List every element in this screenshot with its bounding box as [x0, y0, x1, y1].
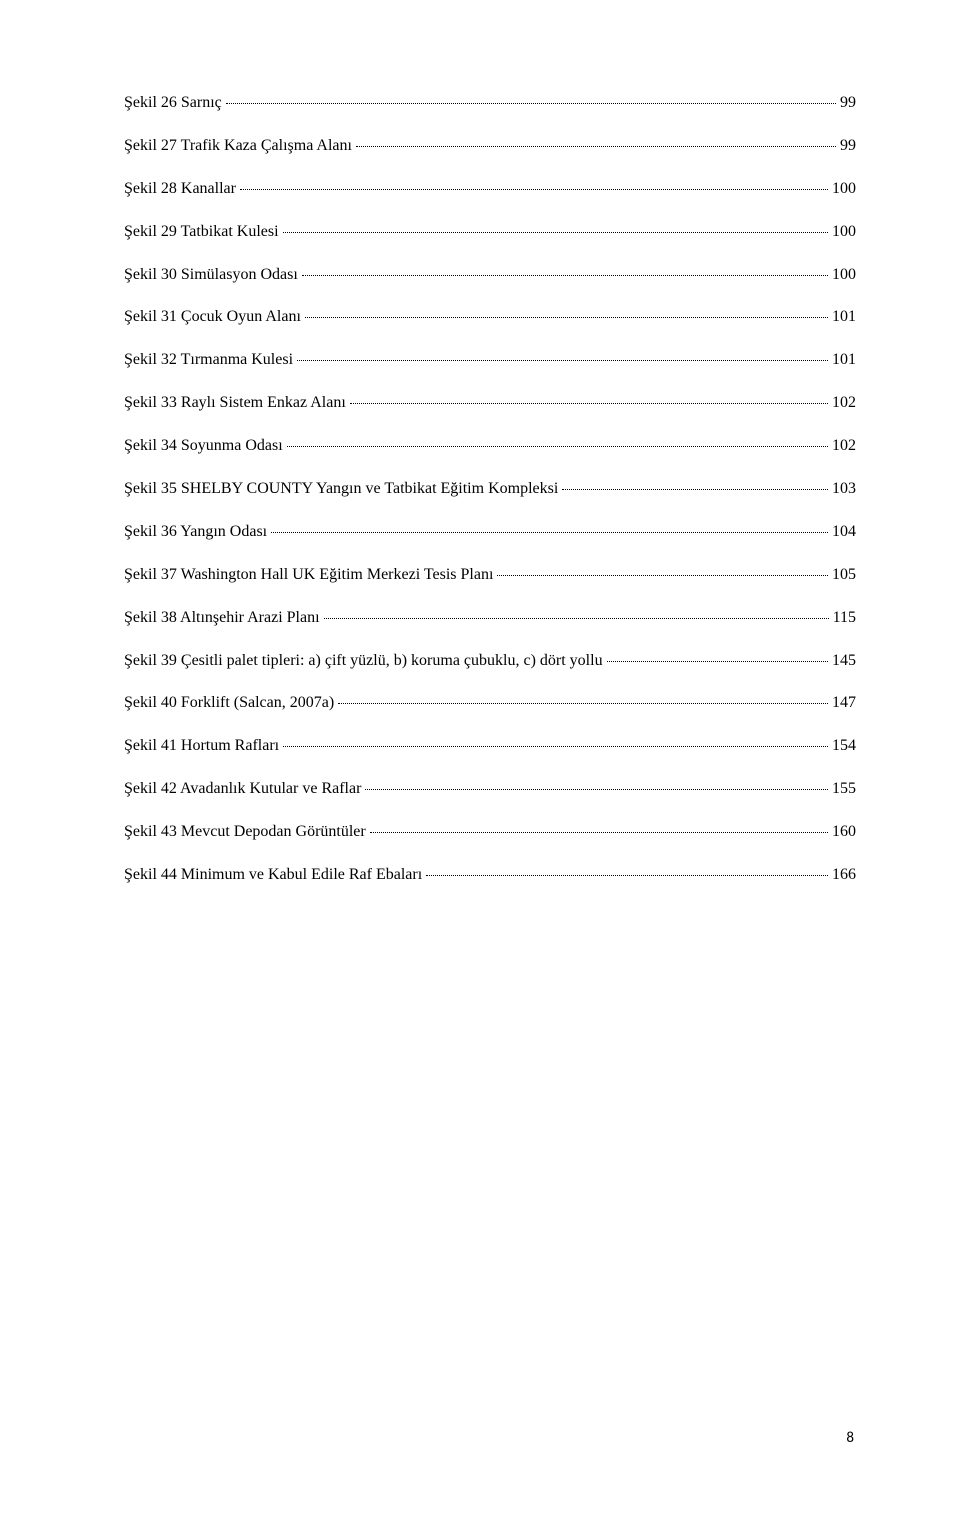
toc-entry: Şekil 33 Raylı Sistem Enkaz Alanı 102 — [124, 392, 856, 414]
toc-entry: Şekil 36 Yangın Odası 104 — [124, 521, 856, 543]
toc-entry-label: Şekil 26 Sarnıç — [124, 92, 222, 114]
toc-entry: Şekil 34 Soyunma Odası 102 — [124, 435, 856, 457]
toc-leader-dots — [370, 832, 828, 833]
toc-entry-page: 115 — [833, 607, 856, 629]
toc-entry: Şekil 27 Trafik Kaza Çalışma Alanı 99 — [124, 135, 856, 157]
toc-entry-label: Şekil 30 Simülasyon Odası — [124, 264, 298, 286]
toc-entry-label: Şekil 39 Çesitli palet tipleri: a) çift … — [124, 650, 603, 672]
toc-leader-dots — [271, 532, 828, 533]
toc-entry: Şekil 37 Washington Hall UK Eğitim Merke… — [124, 564, 856, 586]
toc-entry-page: 100 — [832, 221, 856, 243]
toc-entry-label: Şekil 40 Forklift (Salcan, 2007a) — [124, 692, 334, 714]
toc-entry-page: 99 — [840, 135, 856, 157]
toc-leader-dots — [324, 618, 829, 619]
list-of-figures: Şekil 26 Sarnıç99Şekil 27 Trafik Kaza Ça… — [124, 92, 856, 886]
toc-leader-dots — [365, 789, 828, 790]
toc-leader-dots — [497, 575, 828, 576]
toc-entry-page: 103 — [832, 478, 856, 500]
toc-entry: Şekil 44 Minimum ve Kabul Edile Raf Ebal… — [124, 864, 856, 886]
toc-entry-label: Şekil 31 Çocuk Oyun Alanı — [124, 306, 301, 328]
toc-entry: Şekil 31 Çocuk Oyun Alanı 101 — [124, 306, 856, 328]
toc-leader-dots — [350, 403, 828, 404]
toc-entry: Şekil 28 Kanallar 100 — [124, 178, 856, 200]
toc-entry: Şekil 35 SHELBY COUNTY Yangın ve Tatbika… — [124, 478, 856, 500]
toc-entry-page: 166 — [832, 864, 856, 886]
toc-entry-page: 155 — [832, 778, 856, 800]
toc-entry: Şekil 26 Sarnıç 99 — [124, 92, 856, 114]
toc-entry-page: 101 — [832, 306, 856, 328]
toc-leader-dots — [607, 661, 828, 662]
toc-entry-page: 104 — [832, 521, 856, 543]
toc-entry-page: 160 — [832, 821, 856, 843]
toc-entry-label: Şekil 29 Tatbikat Kulesi — [124, 221, 279, 243]
toc-entry-page: 100 — [832, 178, 856, 200]
toc-entry: Şekil 42 Avadanlık Kutular ve Raflar 155 — [124, 778, 856, 800]
toc-leader-dots — [356, 146, 836, 147]
toc-entry-label: Şekil 28 Kanallar — [124, 178, 236, 200]
toc-leader-dots — [562, 489, 828, 490]
toc-entry-label: Şekil 38 Altınşehir Arazi Planı — [124, 607, 320, 629]
toc-entry: Şekil 40 Forklift (Salcan, 2007a) 147 — [124, 692, 856, 714]
toc-entry-page: 105 — [832, 564, 856, 586]
toc-entry-label: Şekil 37 Washington Hall UK Eğitim Merke… — [124, 564, 493, 586]
toc-entry-label: Şekil 41 Hortum Rafları — [124, 735, 279, 757]
toc-entry: Şekil 29 Tatbikat Kulesi 100 — [124, 221, 856, 243]
toc-entry: Şekil 41 Hortum Rafları 154 — [124, 735, 856, 757]
toc-entry-label: Şekil 27 Trafik Kaza Çalışma Alanı — [124, 135, 352, 157]
toc-leader-dots — [426, 875, 828, 876]
toc-leader-dots — [297, 360, 828, 361]
toc-entry: Şekil 39 Çesitli palet tipleri: a) çift … — [124, 650, 856, 672]
page-number: 8 — [846, 1429, 854, 1447]
toc-entry-label: Şekil 43 Mevcut Depodan Görüntüler — [124, 821, 366, 843]
toc-leader-dots — [283, 746, 828, 747]
toc-entry-label: Şekil 36 Yangın Odası — [124, 521, 267, 543]
toc-leader-dots — [305, 317, 828, 318]
toc-entry: Şekil 32 Tırmanma Kulesi 101 — [124, 349, 856, 371]
toc-entry-page: 99 — [840, 92, 856, 114]
toc-leader-dots — [338, 703, 828, 704]
toc-leader-dots — [283, 232, 828, 233]
toc-leader-dots — [226, 103, 836, 104]
toc-entry-page: 100 — [832, 264, 856, 286]
toc-entry-page: 101 — [832, 349, 856, 371]
toc-leader-dots — [240, 189, 828, 190]
toc-entry-page: 147 — [832, 692, 856, 714]
toc-entry-label: Şekil 32 Tırmanma Kulesi — [124, 349, 293, 371]
toc-entry-page: 154 — [832, 735, 856, 757]
toc-entry-label: Şekil 33 Raylı Sistem Enkaz Alanı — [124, 392, 346, 414]
toc-entry-label: Şekil 42 Avadanlık Kutular ve Raflar — [124, 778, 361, 800]
toc-entry: Şekil 43 Mevcut Depodan Görüntüler 160 — [124, 821, 856, 843]
toc-entry: Şekil 38 Altınşehir Arazi Planı 115 — [124, 607, 856, 629]
toc-entry-page: 102 — [832, 435, 856, 457]
toc-entry-label: Şekil 34 Soyunma Odası — [124, 435, 283, 457]
toc-leader-dots — [287, 446, 828, 447]
toc-entry-label: Şekil 35 SHELBY COUNTY Yangın ve Tatbika… — [124, 478, 558, 500]
toc-entry-page: 145 — [832, 650, 856, 672]
toc-entry-page: 102 — [832, 392, 856, 414]
toc-entry-label: Şekil 44 Minimum ve Kabul Edile Raf Ebal… — [124, 864, 422, 886]
toc-leader-dots — [302, 275, 828, 276]
toc-entry: Şekil 30 Simülasyon Odası 100 — [124, 264, 856, 286]
